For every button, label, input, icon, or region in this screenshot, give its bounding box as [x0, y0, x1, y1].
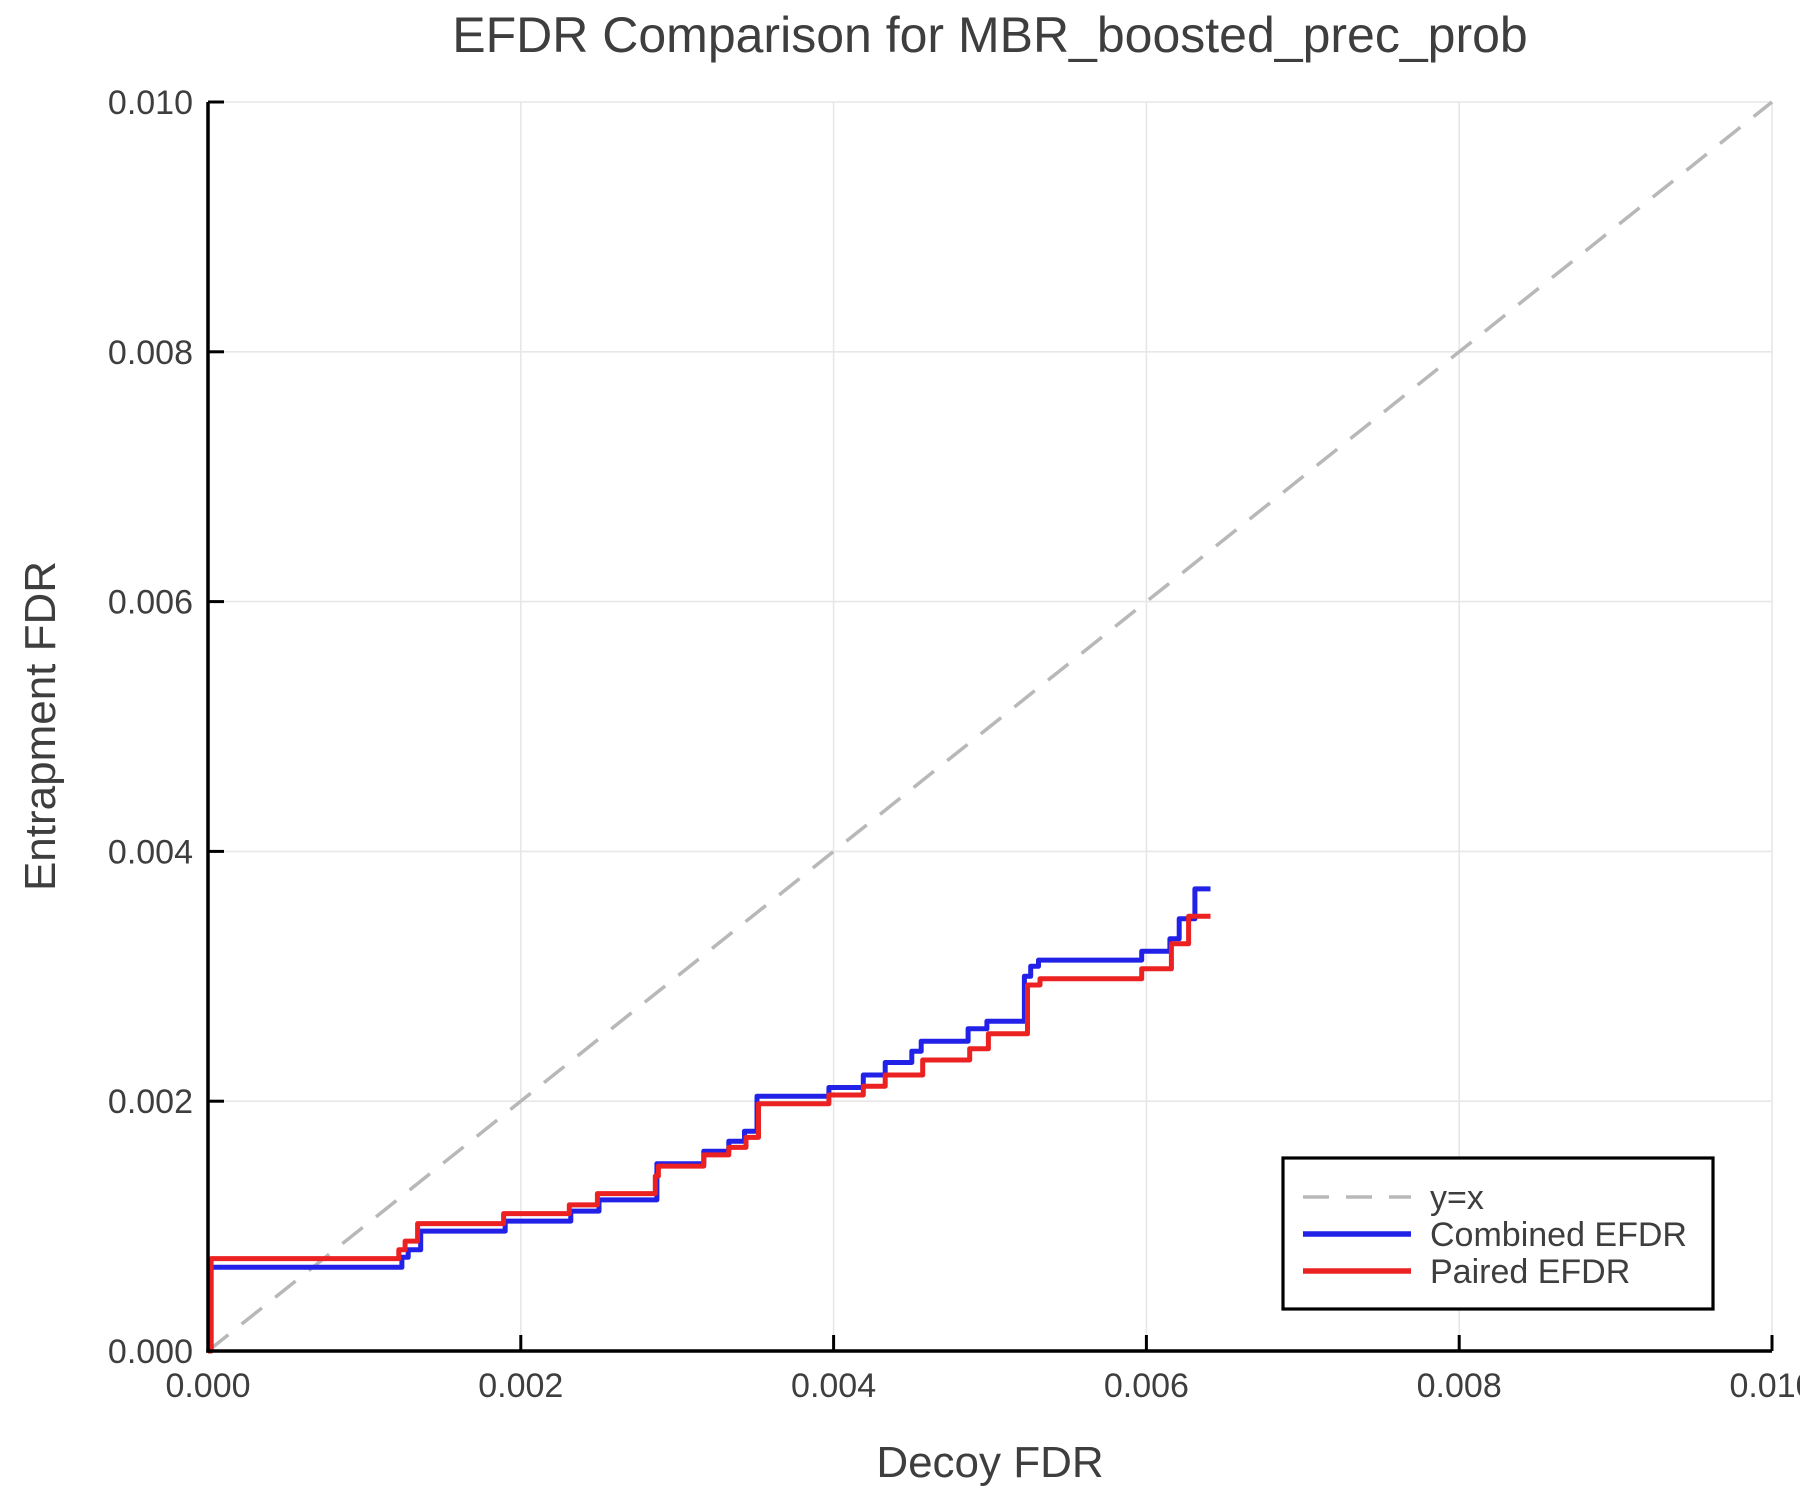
identity-line: [206, 100, 1774, 1353]
x-tick-label: 0.004: [791, 1367, 876, 1405]
y-tick-label: 0.006: [108, 584, 193, 622]
x-tick-label: 0.000: [165, 1367, 250, 1405]
x-tick-label: 0.002: [478, 1367, 563, 1405]
paired-efdr-line: [208, 913, 1211, 1354]
axis-spines: [206, 102, 1772, 1353]
x-tick-label: 0.010: [1729, 1367, 1800, 1405]
legend-label: y=x: [1430, 1179, 1484, 1217]
combined-efdr-line: [208, 886, 1211, 1354]
gridlines: [208, 101, 1773, 1351]
y-tick-label: 0.008: [108, 334, 193, 372]
y-tick-label: 0.000: [108, 1333, 193, 1371]
x-tick-label: 0.006: [1104, 1367, 1189, 1405]
legend-label: Paired EFDR: [1430, 1253, 1630, 1291]
tick-labels: 0.000 0.002 0.004 0.006 0.008 0.010 0.000 0.002…: [108, 84, 1800, 1405]
x-axis-label: Decoy FDR: [876, 1438, 1103, 1487]
y-tick-label: 0.010: [108, 84, 193, 122]
y-tick-label: 0.002: [108, 1083, 193, 1121]
axis-ticks: [206, 100, 1774, 1353]
y-tick-label: 0.004: [108, 833, 193, 871]
chart-title: EFDR Comparison for MBR_boosted_prec_pro…: [452, 7, 1528, 63]
plot-area: 0.000 0.002 0.004 0.006 0.008 0.010 0.000 0.002…: [108, 84, 1800, 1405]
x-tick-label: 0.008: [1417, 1367, 1502, 1405]
y-axis-label: Entrapment FDR: [16, 561, 65, 891]
legend-label: Combined EFDR: [1430, 1216, 1687, 1254]
